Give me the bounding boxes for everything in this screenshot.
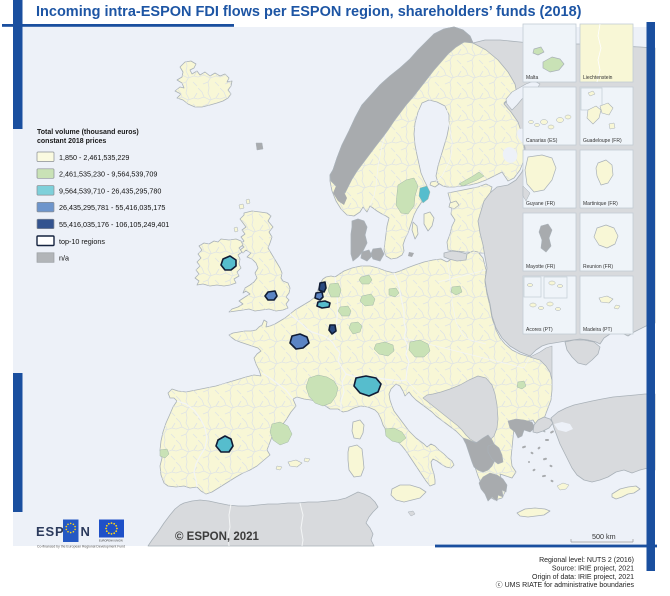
- svg-text:Madeira (PT): Madeira (PT): [583, 327, 613, 333]
- svg-text:ESP: ESP: [36, 524, 64, 539]
- svg-text:Total volume (thousand euros): Total volume (thousand euros): [37, 129, 139, 136]
- svg-text:Regional level: NUTS 2 (2016): Regional level: NUTS 2 (2016): [539, 557, 634, 564]
- svg-text:Canarias (ES): Canarias (ES): [526, 138, 558, 144]
- svg-text:26,435,295,781 - 55,416,035,17: 26,435,295,781 - 55,416,035,175: [59, 203, 165, 212]
- svg-text:9,564,539,710 - 26,435,295,780: 9,564,539,710 - 26,435,295,780: [59, 186, 161, 195]
- svg-text:Incoming intra-ESPON FDI flows: Incoming intra-ESPON FDI flows per ESPON…: [36, 4, 582, 20]
- svg-text:Origin of data: IRIE project,: Origin of data: IRIE project, 2021: [532, 574, 634, 581]
- svg-text:constant 2018 prices: constant 2018 prices: [37, 138, 106, 145]
- svg-text:2,461,535,230 - 9,564,539,709: 2,461,535,230 - 9,564,539,709: [59, 170, 157, 179]
- svg-text:Reunion (FR): Reunion (FR): [583, 264, 613, 270]
- svg-text:Co-financed by the European Re: Co-financed by the European Regional Dev…: [37, 545, 125, 549]
- svg-text:500 km: 500 km: [592, 532, 616, 541]
- svg-text:55,416,035,176 - 106,105,249,4: 55,416,035,176 - 106,105,249,401: [59, 220, 169, 229]
- svg-text:n/a: n/a: [59, 254, 69, 263]
- svg-text:ⓒ UMS RIATE for administrative: ⓒ UMS RIATE for administrative boundarie…: [496, 581, 635, 589]
- svg-text:N: N: [81, 524, 90, 539]
- svg-text:Mayotte (FR): Mayotte (FR): [526, 264, 556, 270]
- svg-text:Guadeloupe (FR): Guadeloupe (FR): [583, 138, 622, 144]
- svg-text:Martinique (FR): Martinique (FR): [583, 201, 618, 207]
- svg-text:© ESPON, 2021: © ESPON, 2021: [175, 531, 260, 543]
- svg-text:Liechtenstein: Liechtenstein: [583, 75, 613, 81]
- svg-text:Source: IRIE project, 2021: Source: IRIE project, 2021: [552, 565, 634, 572]
- svg-text:EUROPEAN UNION: EUROPEAN UNION: [99, 539, 123, 543]
- svg-text:1,850 - 2,461,535,229: 1,850 - 2,461,535,229: [59, 153, 129, 162]
- svg-text:top-10 regions: top-10 regions: [59, 237, 105, 246]
- svg-text:Malta: Malta: [526, 75, 538, 81]
- svg-text:Guyane (FR): Guyane (FR): [526, 201, 555, 207]
- svg-text:Acores (PT): Acores (PT): [526, 327, 553, 333]
